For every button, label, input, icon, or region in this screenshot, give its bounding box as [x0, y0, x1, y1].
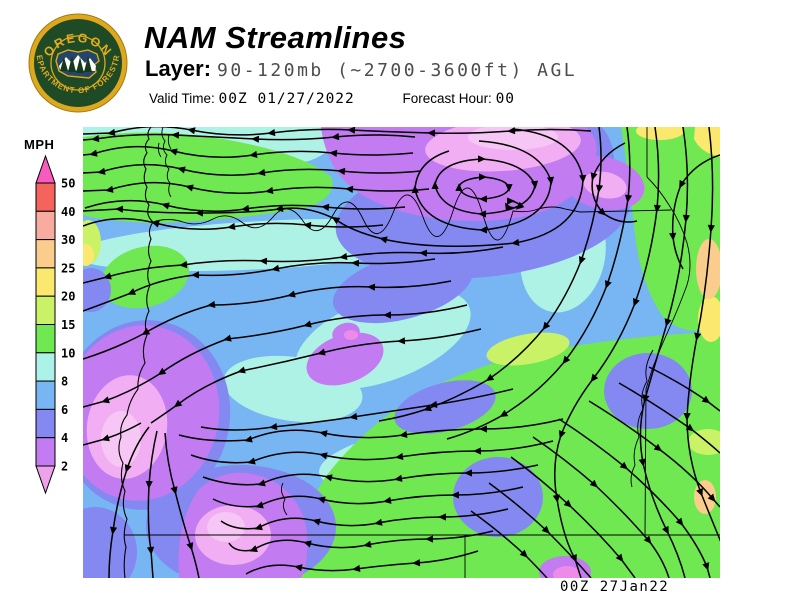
colorbar-segments — [35, 182, 56, 467]
legend-tick-label: 25 — [61, 261, 75, 275]
legend-units-label: MPH — [24, 137, 55, 152]
legend-segment — [35, 352, 56, 382]
forecast-hour-value: 00 — [495, 91, 516, 107]
page-title: NAM Streamlines — [144, 20, 407, 55]
layer-row: Layer: 90-120mb (~2700-3600ft) AGL — [145, 56, 577, 82]
legend-segment — [35, 267, 56, 297]
legend-tick-label: 40 — [61, 205, 75, 219]
wind-speed-colorbar: 50 40 30 25 20 15 10 8 6 4 2 — [35, 154, 75, 495]
colorbar-under-arrow — [35, 465, 56, 495]
legend-segment — [35, 210, 56, 241]
streamlines — [83, 127, 720, 578]
logo-trees — [60, 56, 92, 73]
legend-segment — [35, 437, 56, 467]
valid-time-value: 00Z 01/27/2022 — [218, 91, 355, 107]
legend-segment — [35, 408, 56, 439]
streamline-map — [83, 127, 720, 578]
odf-logo: OREGON DEPARTMENT OF FORESTRY — [26, 11, 128, 113]
legend-segment — [35, 380, 56, 410]
legend-segment — [35, 324, 56, 354]
legend-tick-label: 4 — [61, 431, 68, 445]
colorbar-tick-labels: 50 40 30 25 20 15 10 8 6 4 2 — [61, 177, 75, 474]
legend-tick-label: 15 — [61, 318, 75, 332]
legend-segment — [35, 239, 56, 269]
legend-segment — [35, 295, 56, 325]
wind-speed-field — [83, 127, 720, 578]
colorbar-over-arrow — [35, 154, 56, 184]
legend-tick-label: 50 — [61, 177, 75, 191]
legend-tick-label: 30 — [61, 233, 75, 247]
legend-tick-label: 8 — [61, 375, 68, 389]
legend-tick-label: 10 — [61, 346, 75, 360]
legend-tick-label: 6 — [61, 403, 68, 417]
valid-time-label: Valid Time: — [149, 91, 215, 106]
valid-time-row: Valid Time: 00Z 01/27/2022 Forecast Hour… — [149, 91, 515, 107]
layer-label: Layer: — [145, 56, 212, 81]
legend-segment — [35, 182, 56, 212]
legend-tick-label: 20 — [61, 290, 75, 304]
logo-state-emblem — [55, 49, 100, 79]
map-timestamp: 00Z 27Jan22 — [560, 579, 670, 595]
legend-tick-label: 2 — [61, 460, 68, 474]
forecast-hour-label: Forecast Hour: — [402, 91, 492, 106]
layer-value: 90-120mb (~2700-3600ft) AGL — [217, 60, 578, 81]
